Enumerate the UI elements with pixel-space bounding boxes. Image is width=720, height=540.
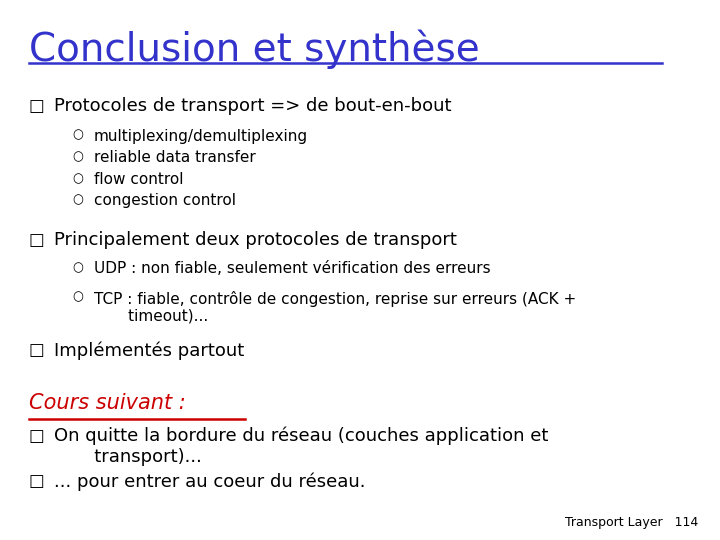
Text: Transport Layer   114: Transport Layer 114 [565,516,698,529]
Text: flow control: flow control [94,172,183,187]
Text: ○: ○ [72,261,83,274]
Text: reliable data transfer: reliable data transfer [94,150,256,165]
Text: congestion control: congestion control [94,193,235,208]
Text: □: □ [29,427,45,444]
Text: ○: ○ [72,291,83,303]
Text: On quitte la bordure du réseau (couches application et
       transport)...: On quitte la bordure du réseau (couches … [54,427,549,466]
Text: □: □ [29,341,45,359]
Text: □: □ [29,231,45,249]
Text: ○: ○ [72,150,83,163]
Text: UDP : non fiable, seulement vérification des erreurs: UDP : non fiable, seulement vérification… [94,261,490,276]
Text: TCP : fiable, contrôle de congestion, reprise sur erreurs (ACK +
       timeout): TCP : fiable, contrôle de congestion, re… [94,291,576,324]
Text: Conclusion et synthèse: Conclusion et synthèse [29,30,480,69]
Text: □: □ [29,97,45,115]
Text: Implémentés partout: Implémentés partout [54,341,244,360]
Text: Protocoles de transport => de bout-en-bout: Protocoles de transport => de bout-en-bo… [54,97,451,115]
Text: Principalement deux protocoles de transport: Principalement deux protocoles de transp… [54,231,457,249]
Text: Cours suivant :: Cours suivant : [29,393,186,413]
Text: multiplexing/demultiplexing: multiplexing/demultiplexing [94,129,307,144]
Text: ○: ○ [72,193,83,206]
Text: ... pour entrer au coeur du réseau.: ... pour entrer au coeur du réseau. [54,472,366,491]
Text: ○: ○ [72,172,83,185]
Text: □: □ [29,472,45,490]
Text: ○: ○ [72,129,83,141]
